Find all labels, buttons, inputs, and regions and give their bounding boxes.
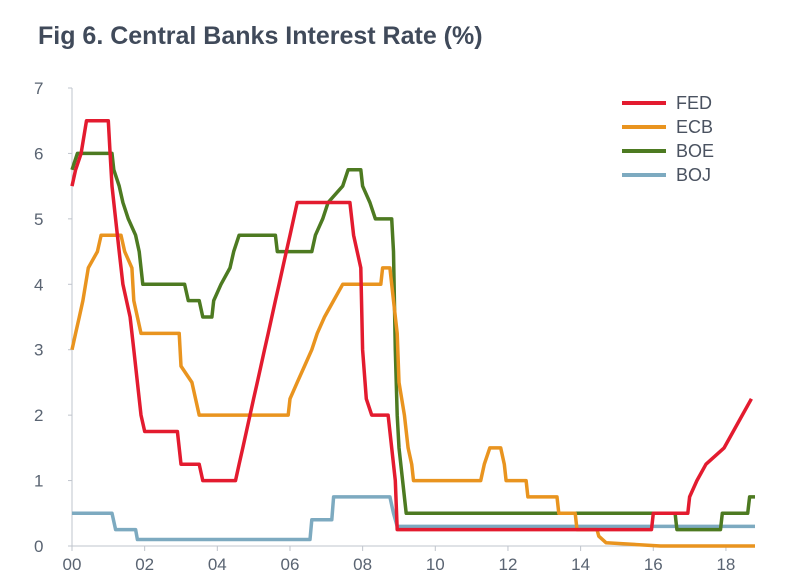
chart-title: Fig 6. Central Banks Interest Rate (%): [38, 22, 483, 50]
legend-label-ecb: ECB: [676, 117, 713, 137]
x-tick-label: 06: [281, 555, 300, 574]
x-tick-label: 18: [716, 555, 735, 574]
x-tick-label: 04: [208, 555, 227, 574]
chart-axes: [68, 87, 755, 551]
x-tick-label: 16: [644, 555, 663, 574]
series-line-boe: [70, 151, 755, 532]
legend-label-boj: BOJ: [676, 165, 711, 185]
x-tick-label: 02: [135, 555, 154, 574]
legend-label-fed: FED: [676, 93, 712, 113]
x-tick-label: 14: [571, 555, 590, 574]
y-tick-label: 0: [34, 537, 43, 556]
y-tick-label: 2: [34, 406, 43, 425]
y-tick-label: 1: [34, 472, 43, 491]
legend: FED ECB BOE BOJ: [622, 93, 714, 185]
series-line-fed: [70, 118, 753, 532]
series-line-ecb: [70, 233, 755, 548]
y-tick-label: 7: [34, 79, 43, 98]
y-tick-label: 6: [34, 144, 43, 163]
series-lines: [70, 118, 755, 548]
x-tick-label: 00: [63, 555, 82, 574]
legend-label-boe: BOE: [676, 141, 714, 161]
y-tick-label: 3: [34, 341, 43, 360]
series-line-boj: [72, 495, 755, 542]
x-tick-label: 12: [498, 555, 517, 574]
y-tick-label: 5: [34, 210, 43, 229]
x-tick-label: 08: [353, 555, 372, 574]
x-tick-label: 10: [426, 555, 445, 574]
y-tick-label: 4: [34, 275, 43, 294]
